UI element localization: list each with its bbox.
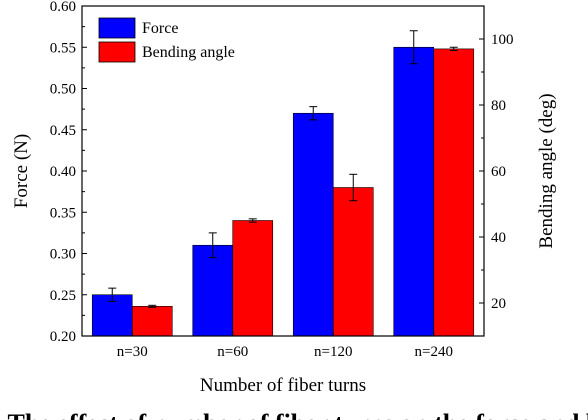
left-axis: 0.20 0.25 0.30 0.35 0.40 0.45 0.50 0.55 0.60 [50,0,87,345]
y2-tick-label: 60 [491,164,506,180]
y-tick-label: 0.25 [50,288,76,304]
bending-angle-bar [131,305,173,337]
force-bar [393,46,435,337]
right-axis: 20 40 60 80 100 [479,5,514,337]
y-tick-label: 0.35 [50,205,76,221]
x-axis-title: Number of fiber turns [200,375,366,396]
legend-swatch-force [98,17,136,39]
bending-angle-bar [433,48,475,337]
y2-tick-label: 80 [491,98,506,114]
x-tick-label: n=240 [415,344,453,360]
legend-swatch-bending-angle [98,41,136,63]
legend-label-force: Force [142,20,178,37]
plot-layer [91,30,475,337]
x-tick-label: n=30 [117,344,148,360]
bending-angle-bar [232,220,274,337]
x-tick-label: n=120 [314,344,352,360]
y-tick-label: 0.45 [50,123,76,139]
x-tick-label: n=60 [217,344,248,360]
y-axis-title: Force (N) [11,134,32,208]
figure-caption: 2. The effect of number of fiber turns o… [0,409,588,420]
y-tick-label: 0.60 [50,0,76,15]
legend: Force Bending angle [98,17,235,63]
force-bar [292,112,334,337]
y-tick-label: 0.40 [50,164,76,180]
y-tick-label: 0.50 [50,82,76,98]
force-bar [192,244,234,337]
y2-tick-label: 100 [491,32,514,48]
y-tick-label: 0.55 [50,40,76,56]
y-tick-label: 0.30 [50,247,76,263]
y2-axis-title: Bending angle (deg) [536,93,557,248]
y2-tick-label: 40 [491,230,506,246]
y-tick-label: 0.20 [50,329,76,345]
bending-angle-bar [332,187,374,337]
legend-label-bending-angle: Bending angle [142,44,235,61]
y2-tick-label: 20 [491,296,506,312]
x-axis: n=30 n=60 n=120 n=240 [117,331,453,360]
